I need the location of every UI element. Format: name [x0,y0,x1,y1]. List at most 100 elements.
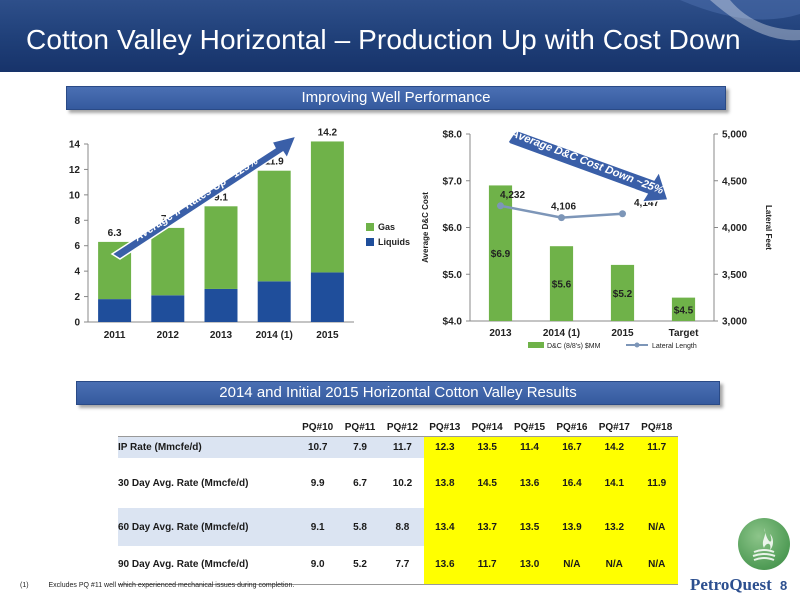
bar-dc-cost [610,264,635,321]
bar-total-label: 11.9 [265,157,284,168]
bar-liquids [204,288,238,322]
bar-value-label: $4.5 [674,306,694,317]
table-cell: 13.9 [550,508,594,546]
table-cell: 13.4 [423,508,466,546]
y-tick-label: 14 [69,140,81,151]
table-cell: 11.9 [635,458,678,508]
table-cell: 13.6 [423,546,466,584]
table-cell: 9.9 [310,477,325,489]
well-results-table: PQ#10 PQ#11 PQ#12 PQ#13 PQ#14 PQ#15 PQ#1… [118,420,678,585]
lateral-length-point [619,210,626,218]
x-tick-label: 2013 [489,328,512,339]
table-cell: 11.7 [635,436,678,458]
legend-label: Lateral Length [652,343,697,350]
column-header: PQ#11 [338,420,382,436]
table-cell: 7.9 [338,436,382,458]
column-header: PQ#12 [381,420,424,436]
bar-value-label: $5.6 [552,280,572,291]
bar-liquids [151,295,185,322]
y-tick-label: 8 [74,216,80,227]
legend-label: D&C (8/8's) $MM [547,343,601,350]
lateral-length-point [558,214,565,222]
table-cell: 14.1 [593,458,636,508]
column-header: PQ#17 [593,420,636,436]
bar-liquids [257,281,291,322]
table-cell: 14.2 [593,436,636,458]
bar-value-label: $6.9 [491,249,511,260]
section-heading-results: 2014 and Initial 2015 Horizontal Cotton … [76,381,720,405]
table-cell: 13.8 [423,458,466,508]
y-tick-label: 12 [69,165,81,176]
row-label: 90 Day Avg. Rate (Mmcfe/d) [118,559,249,571]
dc-cost-annotation-arrow: Average D&C Cost Down ~25% [507,127,670,203]
legend-label: Gas [378,222,395,232]
table-cell: 12.3 [423,436,466,458]
left-y-tick-label: $8.0 [443,130,463,141]
column-header: PQ#16 [550,420,594,436]
table-cell: 5.2 [353,559,367,571]
left-y-tick-label: $4.0 [443,317,463,328]
table-cell: 11.7 [381,436,424,458]
left-y-tick-label: $7.0 [443,176,463,187]
footnote-text: Excludes PQ #11 well which experienced m… [48,582,295,589]
line-value-label: 4,106 [551,202,576,213]
legend-swatch-dc-cost [528,342,544,348]
table-cell: N/A [635,508,678,546]
left-axis-title: Average D&C Cost [421,192,430,263]
ip-rate-stacked-bar-chart: 024681012146.320117.420129.1201311.92014… [69,127,410,341]
bar-gas [310,141,344,273]
line-value-label: 4,147 [634,198,659,209]
footnote: (1) Excludes PQ #11 well which experienc… [20,582,294,589]
y-tick-label: 10 [69,190,81,201]
legend-marker-lateral-length [634,342,640,348]
table-row: IP Rate (Mmcfe/d) 10.7 7.9 11.7 12.3 13.… [118,436,678,458]
table-cell: 14.5 [465,458,509,508]
table-cell: 9.0 [310,559,325,571]
table-cell: 16.4 [550,458,594,508]
x-tick-label: 2013 [210,330,233,341]
x-tick-label: 2011 [104,330,126,341]
x-tick-label: 2014 (1) [256,330,293,341]
slide-header: Cotton Valley Horizontal – Production Up… [0,0,800,72]
bar-total-label: 14.2 [318,127,338,138]
x-tick-label: Target [669,328,699,339]
table-cell: 16.7 [550,436,594,458]
y-tick-label: 6 [74,241,80,252]
column-header: PQ#14 [465,420,509,436]
legend-label: Liquids [378,237,410,247]
table-cell: 11.7 [465,546,509,584]
table-cell: 11.4 [508,436,551,458]
section-heading-performance: Improving Well Performance [66,86,726,110]
slide-title: Cotton Valley Horizontal – Production Up… [26,24,741,55]
line-value-label: 4,232 [500,190,525,201]
right-axis-title: Lateral Feet [764,205,773,250]
table-row: 90 Day Avg. Rate (Mmcfe/d) 9.0 5.2 7.7 1… [118,546,678,584]
table-cell: 6.7 [353,477,367,489]
table-cell: 13.7 [465,508,509,546]
table-cell: 13.6 [508,458,551,508]
x-tick-label: 2012 [157,330,180,341]
bar-dc-cost [549,246,574,321]
column-header: PQ#10 [296,420,339,436]
bar-gas [151,227,185,296]
bar-liquids [310,272,344,322]
table-cell: 10.2 [392,477,413,489]
table-cell: 5.8 [338,508,382,546]
bar-dc-cost [488,185,513,321]
table-cell: 13.0 [508,546,551,584]
company-logo-text: PetroQuest [690,575,772,594]
bar-value-label: $5.2 [613,289,633,300]
table-cell: 8.8 [381,508,424,546]
bar-gas [257,170,291,282]
right-y-tick-label: 4,000 [722,223,747,234]
left-y-tick-label: $5.0 [443,270,463,281]
x-tick-label: 2015 [316,330,339,341]
left-y-tick-label: $6.0 [443,223,463,234]
table-cell: N/A [635,546,678,584]
y-tick-label: 2 [74,292,80,303]
ip-rate-annotation-text: Average IP Rates Up ~125% [132,155,261,245]
table-cell: 13.2 [593,508,636,546]
bar-dc-cost [671,297,696,321]
table-cell: 9.1 [296,508,339,546]
table-cell: 13.5 [508,508,551,546]
